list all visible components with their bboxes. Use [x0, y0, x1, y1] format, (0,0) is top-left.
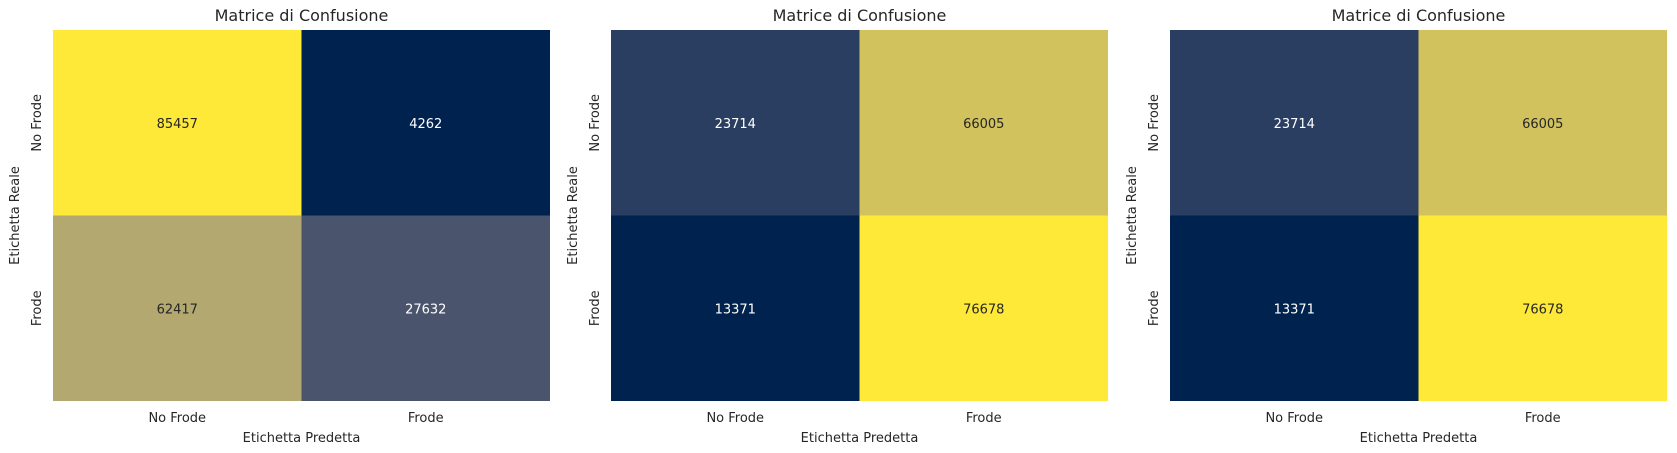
- y-tick-label: No Frode: [1147, 94, 1162, 152]
- heatmap-cell: [53, 215, 302, 401]
- y-axis-label: Etichetta Reale: [566, 166, 581, 265]
- heatmap-cell: [611, 30, 860, 216]
- chart-title: Matrice di Confusione: [773, 6, 947, 25]
- heatmap-cell: [859, 215, 1108, 401]
- x-tick-label: No Frode: [1265, 411, 1323, 426]
- cell-value-label: 66005: [1522, 117, 1563, 132]
- cell-value-label: 62417: [157, 302, 198, 317]
- y-tick-label: Frode: [588, 290, 603, 326]
- cell-value-label: 76678: [963, 302, 1004, 317]
- heatmap-cell: [859, 30, 1108, 216]
- heatmap-cell: [1170, 30, 1419, 216]
- heatmap-cell: [301, 30, 550, 216]
- heatmap-panel: 23714 66005 13371 76678 Matrice di Confusion…: [1125, 6, 1667, 446]
- cell-value-label: 13371: [715, 302, 756, 317]
- x-tick-label: No Frode: [148, 411, 206, 426]
- cell-value-label: 23714: [1274, 117, 1315, 132]
- chart-title: Matrice di Confusione: [215, 6, 389, 25]
- cell-value-label: 27632: [405, 302, 446, 317]
- heatmap-panel: 85457 4262 62417 27632 Matrice di Confusione…: [8, 6, 550, 446]
- x-tick-label: No Frode: [706, 411, 764, 426]
- x-tick-label: Frode: [1525, 411, 1561, 426]
- x-axis-label: Etichetta Predetta: [801, 431, 919, 446]
- cell-value-label: 4262: [409, 117, 442, 132]
- cell-value-label: 23714: [715, 117, 756, 132]
- y-tick-label: Frode: [30, 290, 45, 326]
- cell-value-label: 13371: [1274, 302, 1315, 317]
- heatmap-cell: [1170, 215, 1419, 401]
- heatmap-panel: 23714 66005 13371 76678 Matrice di Confusion…: [566, 6, 1108, 446]
- heatmap-cell: [1418, 30, 1667, 216]
- cell-value-label: 85457: [157, 117, 198, 132]
- y-tick-label: Frode: [1147, 290, 1162, 326]
- heatmap-cell: [301, 215, 550, 401]
- y-axis-label: Etichetta Reale: [8, 166, 23, 265]
- y-tick-label: No Frode: [30, 94, 45, 152]
- heatmap-cell: [53, 30, 302, 216]
- x-axis-label: Etichetta Predetta: [243, 431, 361, 446]
- y-axis-label: Etichetta Reale: [1125, 166, 1140, 265]
- chart-title: Matrice di Confusione: [1332, 6, 1506, 25]
- y-tick-label: No Frode: [588, 94, 603, 152]
- heatmap-cell: [611, 215, 860, 401]
- cell-value-label: 66005: [963, 117, 1004, 132]
- x-tick-label: Frode: [408, 411, 444, 426]
- x-tick-label: Frode: [966, 411, 1002, 426]
- x-axis-label: Etichetta Predetta: [1360, 431, 1478, 446]
- cell-value-label: 76678: [1522, 302, 1563, 317]
- heatmap-cell: [1418, 215, 1667, 401]
